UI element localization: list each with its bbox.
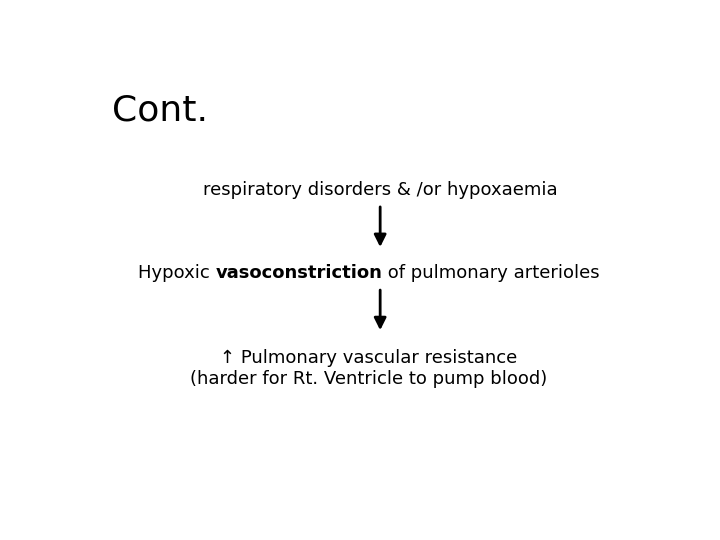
Text: ↑ Pulmonary vascular resistance
(harder for Rt. Ventricle to pump blood): ↑ Pulmonary vascular resistance (harder … bbox=[190, 349, 548, 388]
Text: vasoconstriction: vasoconstriction bbox=[215, 264, 382, 282]
Text: Cont.: Cont. bbox=[112, 94, 208, 128]
Text: Hypoxic: Hypoxic bbox=[138, 264, 215, 282]
Text: of pulmonary arterioles: of pulmonary arterioles bbox=[382, 264, 600, 282]
Text: respiratory disorders & /or hypoxaemia: respiratory disorders & /or hypoxaemia bbox=[203, 180, 557, 199]
